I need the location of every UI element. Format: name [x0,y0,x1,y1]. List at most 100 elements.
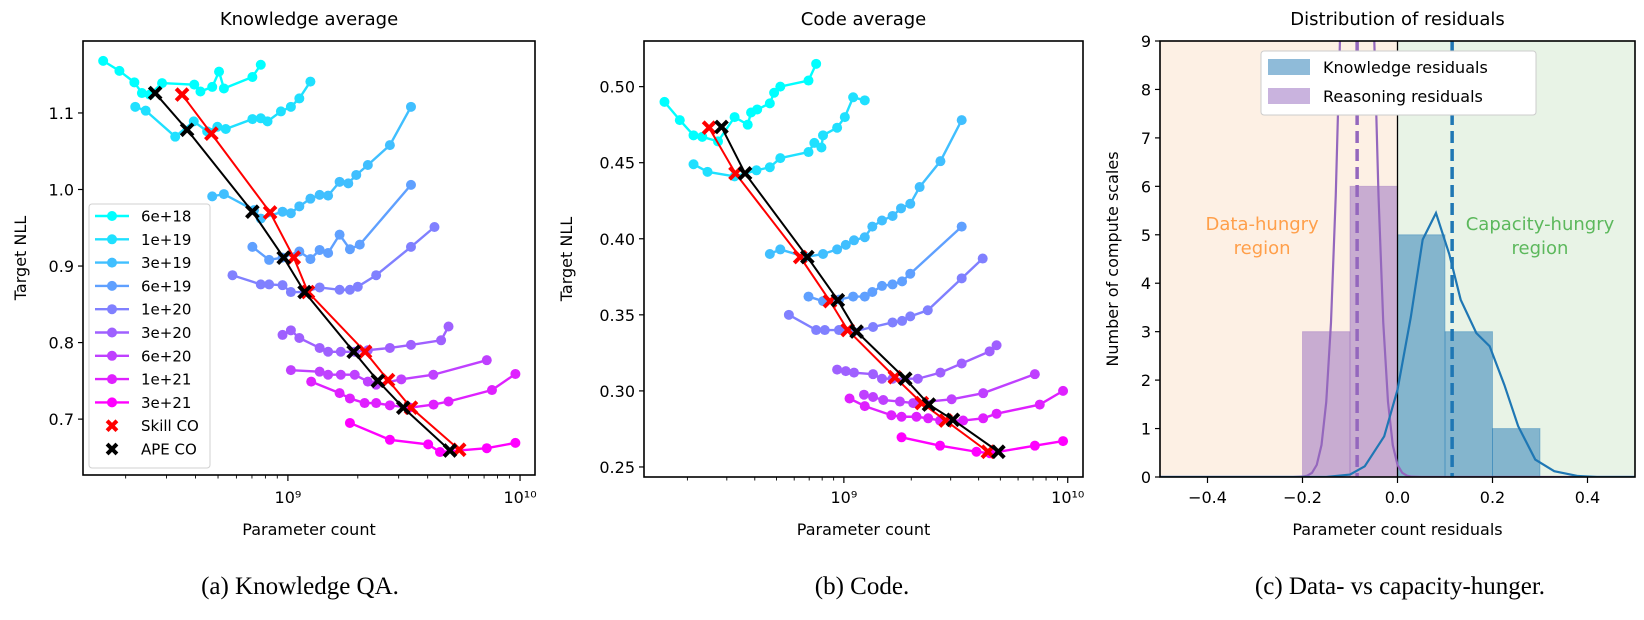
data-point [803,75,814,86]
region-label: Capacity-hungry [1466,214,1615,235]
x-marker [276,250,292,265]
data-point [362,376,373,387]
plot-frame [643,40,1084,478]
legend-label: 1e+21 [141,371,191,389]
data-point [1058,385,1069,396]
data-point [859,291,870,302]
region-label: Data-hungry [1206,214,1320,235]
data-point [896,203,907,214]
data-point [98,55,109,66]
x-axis-label: Parameter count [242,520,375,539]
series-6e+19 [247,179,416,265]
data-point [220,124,231,135]
data-point [803,291,814,302]
data-point [859,232,870,243]
y-tick-label: 4 [1141,274,1151,293]
data-point [344,244,355,255]
legend-label: 1e+19 [141,231,191,249]
optima-line [181,93,460,451]
x-marker [887,369,903,385]
y-tick-label: 0.7 [49,410,74,429]
data-point [868,369,879,380]
data-point [867,287,878,298]
legend-x-marker [105,442,119,456]
data-point [352,281,363,292]
data-point [840,239,851,250]
data-point [858,389,869,400]
data-point [371,398,382,409]
data-point [887,210,898,221]
data-point [323,346,334,357]
data-point [751,165,762,176]
chart-title: Code average [801,9,927,30]
x-axis-label: Parameter count [797,520,930,539]
legend-marker [107,350,117,361]
data-point [344,393,355,404]
data-point [783,309,794,320]
data-point [436,335,447,346]
data-point [423,439,434,450]
data-point [935,156,946,167]
series-3e+21 [896,432,1069,459]
data-point [428,369,439,380]
series-3e+19 [764,115,967,263]
x-marker [204,126,219,141]
x-marker [980,444,996,460]
data-point [809,137,820,148]
y-tick-label: 0.8 [49,334,74,353]
data-point [946,394,957,405]
caption-c: (c) Data- vs capacity-hunger. [1255,573,1545,600]
y-tick-label: 6 [1141,177,1151,196]
data-point [443,321,454,332]
legend-label: 6e+18 [141,208,191,226]
data-point [136,88,147,99]
data-point [764,98,775,109]
x-marker [442,443,458,458]
y-tick-label: 3 [1141,323,1151,342]
data-point [775,153,786,164]
data-point [510,437,521,448]
data-point [956,221,967,232]
caption-b: (b) Code. [815,573,909,600]
data-point [914,182,925,193]
data-point [819,325,830,336]
data-point [659,96,670,107]
series-6e+19 [803,221,967,307]
data-point [897,276,908,287]
data-point [922,305,933,316]
data-point [848,291,859,302]
optima-skill-co [174,87,467,458]
x-tick-label: −0.2 [1283,488,1322,507]
data-point [905,268,916,279]
data-point [247,114,258,125]
data-point [894,396,905,407]
legend-patch [1268,88,1310,104]
kde-curve [1160,210,1635,477]
x-marker [357,344,373,360]
data-point [978,413,989,424]
series-line [102,59,262,96]
data-point [344,284,355,295]
series-3e+19 [207,101,416,224]
legend-marker [107,374,117,385]
data-point [859,401,870,412]
data-point [839,112,850,123]
plot-area [659,58,1069,460]
data-point [277,329,288,340]
series-line [769,119,963,259]
x-marker [921,397,937,412]
optima-ape-co [147,85,458,458]
y-tick-label: 0.45 [599,154,635,173]
data-point [314,366,325,377]
data-point [876,215,887,226]
y-tick-label: 0.40 [599,230,635,249]
legend-label: 3e+20 [141,324,191,342]
data-point [305,193,316,204]
x-tick-label: 10¹⁰ [1051,488,1084,507]
y-tick-label: 0.30 [599,382,635,401]
legend-label: 6e+19 [141,277,191,295]
data-point [157,78,168,89]
data-point [262,116,273,127]
data-point [977,253,988,264]
caption-a: (a) Knowledge QA. [201,573,399,600]
